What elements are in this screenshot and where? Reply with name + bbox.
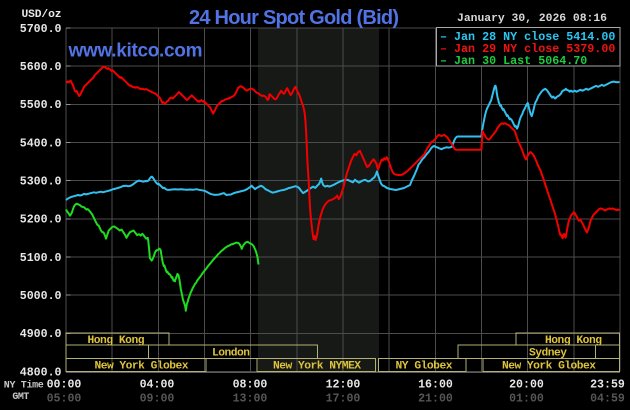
svg-text:5000.0: 5000.0: [20, 290, 62, 303]
svg-text:4900.0: 4900.0: [20, 328, 62, 341]
svg-text:New York Globex: New York Globex: [502, 361, 596, 373]
svg-text:24 Hour Spot Gold (Bid): 24 Hour Spot Gold (Bid): [189, 7, 399, 29]
svg-text:GMT: GMT: [12, 392, 29, 403]
svg-text:www.kitco.com: www.kitco.com: [68, 41, 203, 62]
svg-text:NY Time: NY Time: [4, 379, 44, 391]
svg-text:09:00: 09:00: [140, 392, 175, 405]
svg-text:5300.0: 5300.0: [20, 176, 62, 189]
svg-text:08:00: 08:00: [233, 378, 268, 391]
svg-text:5100.0: 5100.0: [20, 252, 62, 265]
svg-text:5500.0: 5500.0: [20, 99, 62, 112]
svg-text:04:59: 04:59: [590, 392, 625, 405]
svg-text:London: London: [212, 348, 250, 360]
svg-text:5400.0: 5400.0: [20, 137, 62, 150]
svg-text:– Jan 29 NY close 5379.00: – Jan 29 NY close 5379.00: [440, 42, 615, 56]
svg-text:01:00: 01:00: [509, 392, 544, 405]
svg-text:5200.0: 5200.0: [20, 214, 62, 227]
svg-text:5700.0: 5700.0: [20, 23, 62, 36]
svg-text:12:00: 12:00: [326, 378, 361, 391]
svg-text:5600.0: 5600.0: [20, 61, 62, 74]
svg-text:04:00: 04:00: [140, 378, 175, 391]
svg-text:NY Globex: NY Globex: [396, 361, 453, 373]
svg-text:New York NYMEX: New York NYMEX: [273, 361, 361, 373]
svg-text:– Jan 30 Last 5064.70: – Jan 30 Last 5064.70: [440, 54, 587, 68]
svg-text:Hong Kong: Hong Kong: [545, 335, 602, 347]
svg-text:16:00: 16:00: [418, 378, 453, 391]
svg-text:– Jan 28 NY close 5414.00: – Jan 28 NY close 5414.00: [440, 30, 615, 44]
svg-text:13:00: 13:00: [233, 392, 268, 405]
svg-text:New York Globex: New York Globex: [95, 361, 189, 373]
svg-text:17:00: 17:00: [326, 392, 361, 405]
svg-text:05:00: 05:00: [47, 392, 82, 405]
svg-text:21:00: 21:00: [418, 392, 453, 405]
svg-text:Sydney: Sydney: [529, 348, 567, 360]
svg-text:00:00: 00:00: [47, 378, 82, 391]
svg-text:4800.0: 4800.0: [20, 366, 62, 379]
svg-text:USD/oz: USD/oz: [22, 9, 62, 21]
svg-text:20:00: 20:00: [509, 378, 544, 391]
svg-text:Hong Kong: Hong Kong: [88, 335, 145, 347]
svg-text:January 30, 2026 08:16: January 30, 2026 08:16: [457, 13, 607, 25]
svg-text:23:59: 23:59: [590, 378, 625, 391]
